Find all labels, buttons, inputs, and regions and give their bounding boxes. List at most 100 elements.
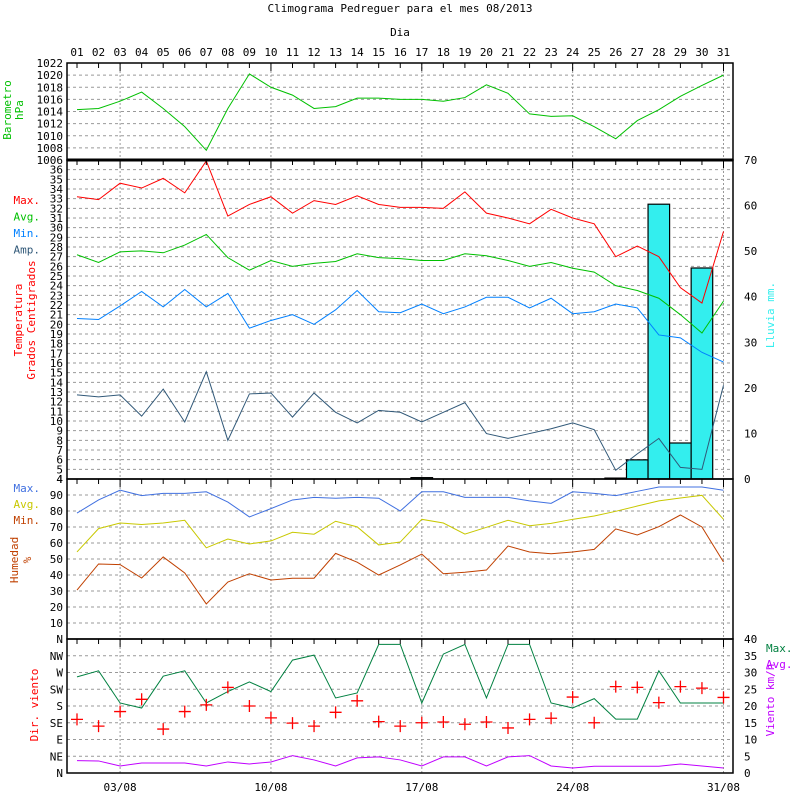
wind-avg-line <box>76 755 724 769</box>
day-label: 27 <box>631 46 644 59</box>
hum-max-line <box>76 486 724 518</box>
day-label: 09 <box>243 46 256 59</box>
temp-tick-label: 13 <box>50 386 63 399</box>
wind-dir-tick-label: SE <box>50 717 63 730</box>
baro-tick-label: 1006 <box>37 154 64 167</box>
date-tick-label: 31/08 <box>707 781 740 794</box>
wind-direction-marker <box>372 715 385 728</box>
rain-tick-label: 60 <box>744 200 757 213</box>
wind-dir-tick-label: NW <box>50 650 64 663</box>
day-label: 28 <box>652 46 665 59</box>
temp-tick-label: 30 <box>50 222 63 235</box>
wind-speed-tick-label: 40 <box>744 633 757 646</box>
hum-legend-max: Max. <box>14 482 41 495</box>
rain-tick-label: 20 <box>744 382 757 395</box>
temp-tick-label: 9 <box>56 425 63 438</box>
wind-direction-marker <box>609 680 622 693</box>
wind-direction-marker <box>717 691 730 704</box>
barometer-line <box>76 73 724 152</box>
rain-bar <box>647 203 671 480</box>
baro-tick-label: 1014 <box>37 106 64 119</box>
wind-dir-tick-label: E <box>56 734 63 747</box>
wind-direction-marker <box>200 698 213 711</box>
temp-tick-label: 34 <box>50 183 64 196</box>
hum-tick-label: 70 <box>50 521 63 534</box>
temp-tick-label: 28 <box>50 241 63 254</box>
rain-bar <box>668 442 692 480</box>
temp-tick-label: 8 <box>56 434 63 447</box>
wind-direction-marker <box>351 694 364 707</box>
wind-direction-marker <box>631 681 644 694</box>
day-label: 07 <box>200 46 213 59</box>
day-label: 21 <box>501 46 514 59</box>
temp-tick-label: 29 <box>50 231 63 244</box>
day-label: 01 <box>70 46 83 59</box>
day-label: 23 <box>544 46 557 59</box>
day-label: 04 <box>135 46 149 59</box>
temp-tick-label: 16 <box>50 357 63 370</box>
temp-tick-label: 22 <box>50 299 63 312</box>
wind-direction-marker <box>566 691 579 704</box>
hum-tick-label: 30 <box>50 585 63 598</box>
hum-legend-min: Min. <box>14 514 41 527</box>
date-tick-label: 17/08 <box>405 781 438 794</box>
date-tick-label: 24/08 <box>556 781 589 794</box>
wind-direction-marker <box>437 716 450 729</box>
day-label: 24 <box>566 46 580 59</box>
hum-tick-label: 10 <box>50 617 63 630</box>
wind-dir-tick-label: NE <box>50 750 63 763</box>
baro-tick-label: 1022 <box>37 57 64 70</box>
baro-tick-label: 1008 <box>37 142 64 155</box>
wind-direction-marker <box>652 696 665 709</box>
wind-direction-marker <box>114 705 127 718</box>
day-label: 16 <box>394 46 407 59</box>
temp-avg-line <box>76 233 724 334</box>
rain-bar <box>690 267 714 480</box>
rain-tick-label: 70 <box>744 154 757 167</box>
day-label: 19 <box>458 46 471 59</box>
temp-min-line <box>76 288 724 363</box>
temp-tick-label: 14 <box>50 376 64 389</box>
temp-tick-label: 25 <box>50 270 63 283</box>
day-label: 10 <box>264 46 277 59</box>
axes <box>66 62 734 774</box>
day-label: 29 <box>674 46 687 59</box>
day-label: 06 <box>178 46 191 59</box>
temp-axis-title: Temperatura <box>12 284 25 357</box>
temp-legend-max: Max. <box>14 194 41 207</box>
wind-direction-marker <box>157 723 170 736</box>
wind-dir-tick-label: SW <box>50 683 64 696</box>
temp-tick-label: 7 <box>56 444 63 457</box>
wind-speed-tick-label: 20 <box>744 700 757 713</box>
temp-tick-label: 27 <box>50 251 63 264</box>
hum-tick-label: 80 <box>50 505 63 518</box>
wind-legend-avg: Avg. <box>766 658 793 671</box>
hum-axis-unit: % <box>21 556 34 563</box>
hum-axis-title: Humedad <box>8 537 21 583</box>
baro-axis-title: Barometro <box>1 80 14 140</box>
temp-tick-label: 5 <box>56 463 63 476</box>
temp-tick-label: 33 <box>50 193 63 206</box>
wind-direction-marker <box>178 705 191 718</box>
day-label: 13 <box>329 46 342 59</box>
temp-tick-label: 4 <box>56 473 63 486</box>
chart-title: Climograma Pedreguer para el mes 08/2013 <box>268 2 533 15</box>
rain-tick-label: 10 <box>744 427 757 440</box>
day-label: 11 <box>286 46 299 59</box>
baro-tick-label: 1020 <box>37 69 64 82</box>
wind-dir-tick-label: N <box>56 767 63 780</box>
rain-tick-label: 40 <box>744 291 757 304</box>
wind-direction-marker <box>243 700 256 712</box>
wind-direction-marker <box>458 718 471 731</box>
wind-dir-tick-label: N <box>56 633 63 646</box>
rain-tick-label: 0 <box>744 473 751 486</box>
wind-direction-marker <box>588 716 601 729</box>
baro-tick-label: 1010 <box>37 130 64 143</box>
day-label: 25 <box>588 46 601 59</box>
temp-tick-label: 17 <box>50 347 63 360</box>
date-tick-label: 10/08 <box>254 781 287 794</box>
axis-labels: 01 02 03 04 05 06 07 08 09 10 11 12 13 14 15 16 17 18 19 20… <box>1 46 793 794</box>
hum-legend-avg: Avg. <box>14 498 41 511</box>
hum-tick-label: 90 <box>50 489 63 502</box>
